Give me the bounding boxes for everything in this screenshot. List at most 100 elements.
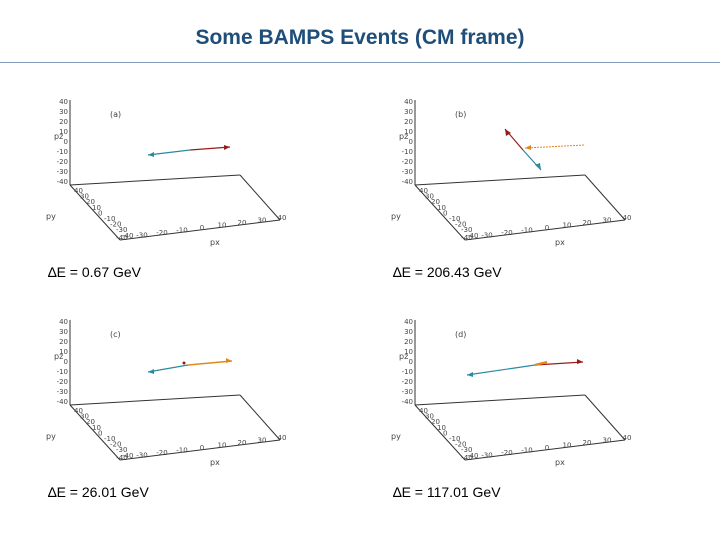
px-tick-label: 20 [238,439,247,447]
px-tick-label: 0 [545,224,549,232]
px-tick-label: 30 [258,437,267,445]
pz-tick-label: -40 [57,398,68,406]
px-tick-labels: -40 -30 -20 -10 0 10 20 30 40 [461,214,631,242]
px-axis-label: px [210,238,220,247]
pz-tick-label: -30 [402,388,413,396]
pz-tick-label: -20 [402,378,413,386]
px-tick-labels: -40 -30 -20 -10 0 10 20 30 40 [116,214,286,242]
px-tick-label: -20 [156,449,167,457]
pz-tick-label: -30 [57,388,68,396]
page-title: Some BAMPS Events (CM frame) [195,26,525,49]
pz-tick-label: 0 [64,138,68,146]
px-tick-label: -40 [461,454,472,462]
py-tick-label: 20 [86,198,95,206]
px-tick-label: -20 [501,449,512,457]
px-tick-label: -20 [501,229,512,237]
pz-axis-label: pz [54,352,63,361]
pz-tick-label: -30 [57,168,68,176]
px-tick-label: -30 [136,452,147,460]
px-tick-label: 20 [583,439,592,447]
py-tick-label: -40 [467,232,478,240]
pz-tick-label: 20 [59,338,68,346]
event-tracks [147,358,233,374]
pz-tick-label: 10 [59,348,68,356]
py-tick-label: -10 [104,215,115,223]
px-tick-label: 40 [623,434,632,442]
px-tick-label: -30 [481,232,492,240]
px-tick-label: 10 [563,442,572,450]
px-tick-label: -40 [461,234,472,242]
pz-tick-label: 40 [404,98,413,106]
py-axis-label: py [391,432,401,441]
plot-d: pz py px (d) 40 30 20 10 0 -10 -20 -30 -40 40 30 2… [385,315,655,480]
pz-tick-label: 40 [59,318,68,326]
py-tick-label: -30 [116,226,127,234]
pz-tick-label: 20 [404,118,413,126]
py-axis-label: py [46,212,56,221]
px-tick-label: 10 [218,442,227,450]
px-tick-labels: -40 -30 -20 -10 0 10 20 30 40 [461,434,631,462]
px-tick-label: -40 [116,234,127,242]
pz-tick-labels: 40 30 20 10 0 -10 -20 -30 -40 [402,98,413,186]
py-tick-label: 0 [443,429,447,437]
py-axis-label: py [391,212,401,221]
px-tick-label: -40 [116,454,127,462]
py-tick-label: 20 [431,198,440,206]
plot-label: (b) [455,110,466,119]
py-tick-label: -20 [110,221,121,229]
py-tick-label: 40 [74,187,83,195]
pz-tick-label: -10 [402,368,413,376]
pz-tick-labels: 40 30 20 10 0 -10 -20 -30 -40 [57,318,68,406]
px-tick-label: 10 [218,222,227,230]
pz-tick-label: 0 [409,358,413,366]
pz-tick-label: -10 [57,368,68,376]
py-tick-label: -40 [122,232,133,240]
py-tick-label: -20 [455,221,466,229]
py-tick-label: 30 [425,413,434,421]
pz-tick-label: -40 [402,398,413,406]
py-tick-label: -20 [455,441,466,449]
axis-frame [69,320,281,461]
px-tick-label: 0 [200,444,204,452]
py-tick-label: 40 [419,407,428,415]
pz-tick-label: 30 [404,108,413,116]
pz-tick-label: -40 [402,178,413,186]
py-tick-label: 20 [431,418,440,426]
py-tick-label: -10 [104,435,115,443]
axis-frame [414,100,626,241]
py-tick-label: -40 [122,452,133,460]
px-tick-label: -30 [136,232,147,240]
px-tick-label: -10 [176,447,187,455]
pz-tick-label: 20 [404,338,413,346]
pz-tick-label: 10 [59,128,68,136]
pz-tick-label: 10 [404,128,413,136]
px-tick-label: 0 [200,224,204,232]
pz-tick-label: 0 [409,138,413,146]
py-tick-label: 30 [80,193,89,201]
title-divider [0,62,720,63]
pz-tick-label: -10 [402,148,413,156]
plot-c-caption: ∆E = 26.01 GeV [48,484,149,500]
py-tick-label: 20 [86,418,95,426]
plot-b: pz py px (b) 40 30 20 10 0 -10 -20 -30 -40 40 30 2… [385,95,655,260]
plot-b-caption: ∆E = 206.43 GeV [393,264,502,280]
px-tick-label: 20 [238,219,247,227]
plot-label: (a) [110,110,121,119]
px-axis-label: px [210,458,220,467]
axis-frame [414,320,626,461]
px-tick-label: 10 [563,222,572,230]
plot-a: pz py px (a) 40 30 20 10 0 -10 -20 -30 -40 40 30 2… [40,95,310,260]
py-tick-label: 0 [98,429,102,437]
pz-axis-label: pz [54,132,63,141]
py-tick-label: -40 [467,452,478,460]
px-tick-label: 30 [258,217,267,225]
py-tick-label: 0 [443,209,447,217]
pz-tick-label: -10 [57,148,68,156]
pz-tick-labels: 40 30 20 10 0 -10 -20 -30 -40 [57,98,68,186]
pz-tick-label: 0 [64,358,68,366]
